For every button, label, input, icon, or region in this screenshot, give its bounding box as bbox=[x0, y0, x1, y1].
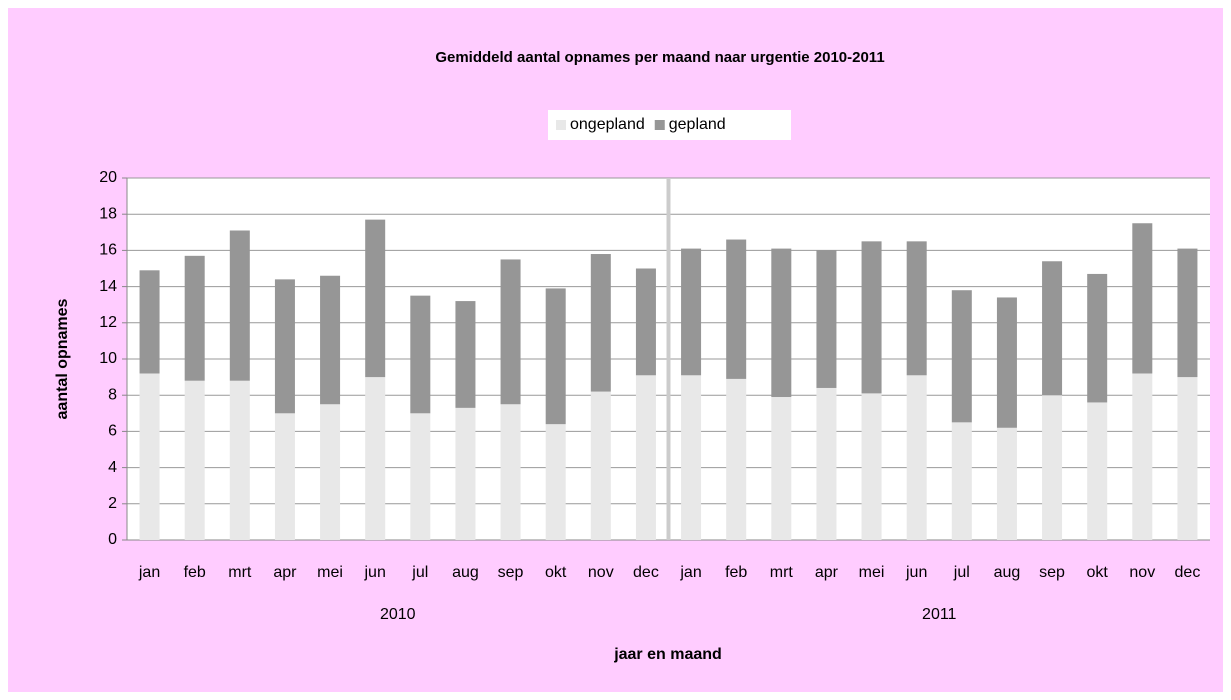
x-tick-label: jun bbox=[364, 564, 386, 581]
y-tick-label: 6 bbox=[108, 423, 117, 440]
x-tick-label: aug bbox=[994, 564, 1021, 581]
bar-segment bbox=[365, 219, 386, 378]
y-tick-label: 0 bbox=[108, 531, 117, 548]
bar-segment bbox=[229, 380, 250, 540]
x-tick-label: jun bbox=[905, 564, 927, 581]
x-tick-label: mrt bbox=[228, 564, 252, 581]
bar-segment bbox=[590, 391, 611, 540]
x-tick-label: nov bbox=[1129, 564, 1155, 581]
y-tick-label: 20 bbox=[99, 169, 117, 186]
bar-segment bbox=[771, 248, 792, 398]
bar-segment bbox=[1177, 377, 1198, 540]
y-tick-label: 12 bbox=[99, 314, 117, 331]
legend-background bbox=[548, 110, 791, 140]
x-tick-label: feb bbox=[184, 564, 206, 581]
x-tick-label: okt bbox=[545, 564, 567, 581]
bar-segment bbox=[545, 424, 566, 540]
bar-segment bbox=[681, 375, 702, 540]
x-tick-label: sep bbox=[1039, 564, 1065, 581]
y-tick-label: 10 bbox=[99, 350, 117, 367]
x-tick-label: feb bbox=[725, 564, 747, 581]
bar-segment bbox=[274, 279, 295, 414]
x-tick-label: jan bbox=[679, 564, 701, 581]
bar-segment bbox=[816, 387, 837, 540]
x-axis-title: jaar en maand bbox=[613, 646, 722, 663]
bar-segment bbox=[861, 241, 882, 394]
bar-segment bbox=[590, 254, 611, 392]
x-tick-label: nov bbox=[588, 564, 614, 581]
bar-segment bbox=[139, 373, 160, 540]
bar-segment bbox=[816, 250, 837, 388]
bar-segment bbox=[184, 380, 205, 540]
bar-segment bbox=[861, 393, 882, 540]
x-tick-label: mei bbox=[317, 564, 343, 581]
x-tick-label: mrt bbox=[770, 564, 794, 581]
bar-segment bbox=[635, 268, 656, 376]
legend-label: gepland bbox=[669, 116, 726, 133]
legend-swatch bbox=[556, 120, 566, 130]
bar-segment bbox=[1042, 395, 1063, 540]
x-tick-label: apr bbox=[273, 564, 297, 581]
bar-segment bbox=[1132, 373, 1153, 540]
y-axis-title: aantal opnames bbox=[54, 298, 71, 419]
bar-segment bbox=[320, 275, 341, 405]
x-tick-label: sep bbox=[498, 564, 524, 581]
bar-segment bbox=[906, 241, 927, 376]
bar-segment bbox=[545, 288, 566, 425]
x-tick-label: dec bbox=[633, 564, 659, 581]
bar-segment bbox=[635, 375, 656, 540]
bar-segment bbox=[410, 413, 431, 540]
bar-segment bbox=[726, 239, 747, 379]
bar-segment bbox=[410, 295, 431, 414]
bar-segment bbox=[726, 378, 747, 540]
bar-segment bbox=[1087, 402, 1108, 540]
legend-swatch bbox=[654, 120, 665, 130]
bar-segment bbox=[500, 404, 521, 540]
bar-segment bbox=[951, 422, 972, 540]
bar-segment bbox=[1132, 223, 1153, 374]
bar-segment bbox=[996, 297, 1017, 428]
bar-segment bbox=[681, 248, 702, 376]
chart-title: Gemiddeld aantal opnames per maand naar … bbox=[435, 49, 884, 66]
bar-segment bbox=[365, 377, 386, 540]
bar-segment bbox=[951, 290, 972, 423]
bar-segment bbox=[500, 259, 521, 405]
y-tick-label: 8 bbox=[108, 386, 117, 403]
bar-segment bbox=[455, 407, 476, 540]
bar-segment bbox=[1177, 248, 1198, 378]
bar-segment bbox=[320, 404, 341, 540]
bar-segment bbox=[274, 413, 295, 540]
bar-segment bbox=[184, 255, 205, 381]
bar-segment bbox=[455, 301, 476, 408]
y-tick-label: 16 bbox=[99, 242, 117, 259]
x-tick-label: jul bbox=[953, 564, 970, 581]
bar-segment bbox=[906, 375, 927, 540]
x-tick-label: mei bbox=[859, 564, 885, 581]
bar-segment bbox=[1087, 273, 1108, 403]
group-label: 2010 bbox=[380, 606, 416, 623]
x-tick-label: okt bbox=[1087, 564, 1109, 581]
group-label: 2011 bbox=[922, 606, 957, 623]
bar-segment bbox=[1042, 261, 1063, 396]
y-tick-label: 18 bbox=[99, 205, 117, 222]
bar-segment bbox=[139, 270, 160, 374]
x-tick-label: dec bbox=[1175, 564, 1201, 581]
y-tick-label: 2 bbox=[108, 495, 117, 512]
legend-label: ongepland bbox=[570, 116, 645, 133]
x-tick-label: jul bbox=[411, 564, 428, 581]
bar-segment bbox=[771, 397, 792, 540]
bar-segment bbox=[229, 230, 250, 381]
x-tick-label: jan bbox=[138, 564, 160, 581]
y-tick-label: 14 bbox=[99, 278, 117, 295]
x-tick-label: aug bbox=[452, 564, 479, 581]
x-tick-label: apr bbox=[815, 564, 839, 581]
bar-segment bbox=[996, 427, 1017, 540]
y-tick-label: 4 bbox=[108, 459, 117, 476]
